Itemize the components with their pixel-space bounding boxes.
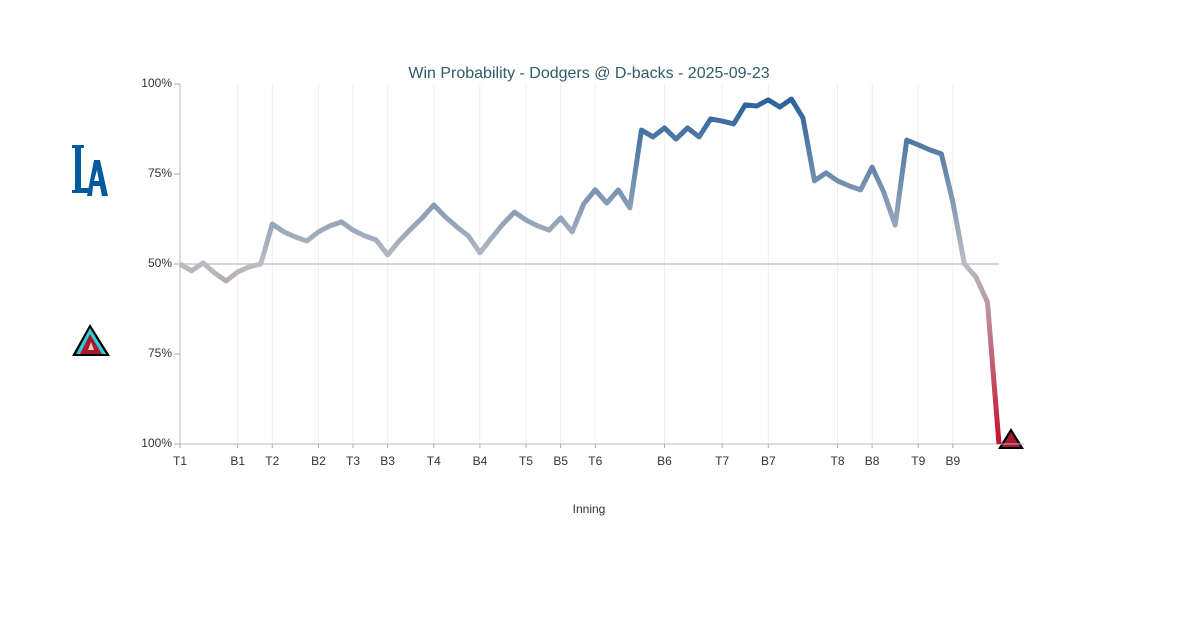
- x-axis-label: Inning: [573, 502, 606, 516]
- win-probability-line: [178, 96, 1002, 445]
- x-tick-label: B9: [946, 454, 961, 468]
- x-tick-label: T8: [830, 454, 844, 468]
- y-tick-label: 75%: [148, 346, 172, 360]
- x-tick-label: B3: [380, 454, 395, 468]
- x-tick-label: T7: [715, 454, 729, 468]
- x-tick-label: B6: [657, 454, 672, 468]
- chart-title: Win Probability - Dodgers @ D-backs - 20…: [408, 65, 769, 82]
- y-tick-label: 50%: [148, 256, 172, 270]
- dbacks-logo: [72, 324, 110, 356]
- x-tick-label: B5: [553, 454, 568, 468]
- end-logo: [998, 428, 1024, 449]
- x-tick-label: T1: [173, 454, 187, 468]
- x-tick-label: T2: [265, 454, 279, 468]
- dodgers-logo: [72, 145, 108, 196]
- y-tick-label: 75%: [148, 166, 172, 180]
- x-tick-label: B7: [761, 454, 776, 468]
- x-tick-label: T5: [519, 454, 533, 468]
- y-tick-label: 100%: [141, 436, 172, 450]
- x-tick-label: B8: [865, 454, 880, 468]
- y-tick-label: 100%: [141, 76, 172, 90]
- x-tick-label: B1: [230, 454, 245, 468]
- x-tick-label: B4: [473, 454, 488, 468]
- x-tick-label: T3: [346, 454, 360, 468]
- x-tick-label: T9: [911, 454, 925, 468]
- x-tick-label: B2: [311, 454, 326, 468]
- x-tick-label: T4: [427, 454, 441, 468]
- x-tick-label: T6: [588, 454, 602, 468]
